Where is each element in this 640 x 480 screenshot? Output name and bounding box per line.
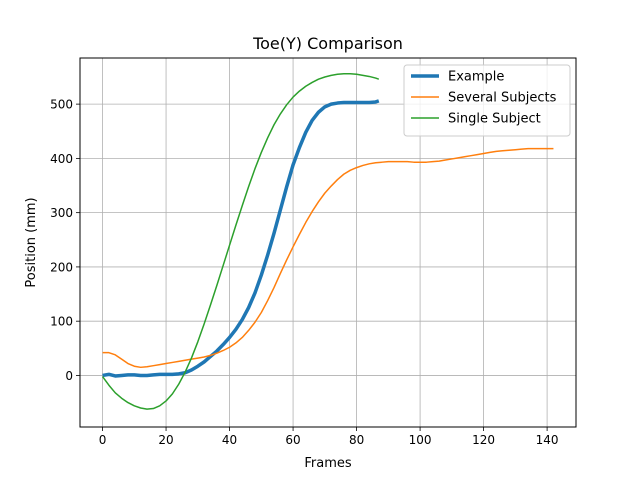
y-tick-label: 100 bbox=[50, 315, 73, 329]
chart-title: Toe(Y) Comparison bbox=[252, 34, 403, 53]
x-tick-label: 100 bbox=[409, 433, 432, 447]
series-line-2 bbox=[102, 147, 554, 369]
x-tick-label: 140 bbox=[536, 433, 559, 447]
legend: Example Several Subjects Single Subject bbox=[403, 64, 571, 137]
series-layer bbox=[101, 72, 554, 410]
x-tick-label: 80 bbox=[349, 433, 364, 447]
legend-label: Single Subject bbox=[448, 112, 541, 127]
y-tick-label: 400 bbox=[50, 152, 73, 166]
axis-ticks: 0 20 40 60 80 100 120 140 0 100 200 300 400 500 bbox=[50, 98, 558, 447]
x-axis-label: Frames bbox=[304, 456, 352, 471]
x-tick-label: 20 bbox=[158, 433, 173, 447]
x-tick-label: 40 bbox=[222, 433, 237, 447]
series-line-3 bbox=[101, 72, 380, 410]
series-line-1 bbox=[102, 99, 380, 378]
x-tick-label: 0 bbox=[99, 433, 107, 447]
x-tick-label: 60 bbox=[285, 433, 300, 447]
legend-label: Example bbox=[448, 70, 504, 85]
y-axis-label: Position (mm) bbox=[24, 197, 39, 287]
y-tick-label: 500 bbox=[50, 98, 73, 112]
legend-label: Several Subjects bbox=[448, 91, 557, 106]
y-tick-label: 300 bbox=[50, 206, 73, 220]
plot-area-frame bbox=[79, 57, 577, 428]
x-tick-label: 120 bbox=[472, 433, 495, 447]
y-tick-label: 0 bbox=[65, 369, 73, 383]
legend-box bbox=[403, 64, 571, 137]
y-tick-label: 200 bbox=[50, 260, 73, 274]
